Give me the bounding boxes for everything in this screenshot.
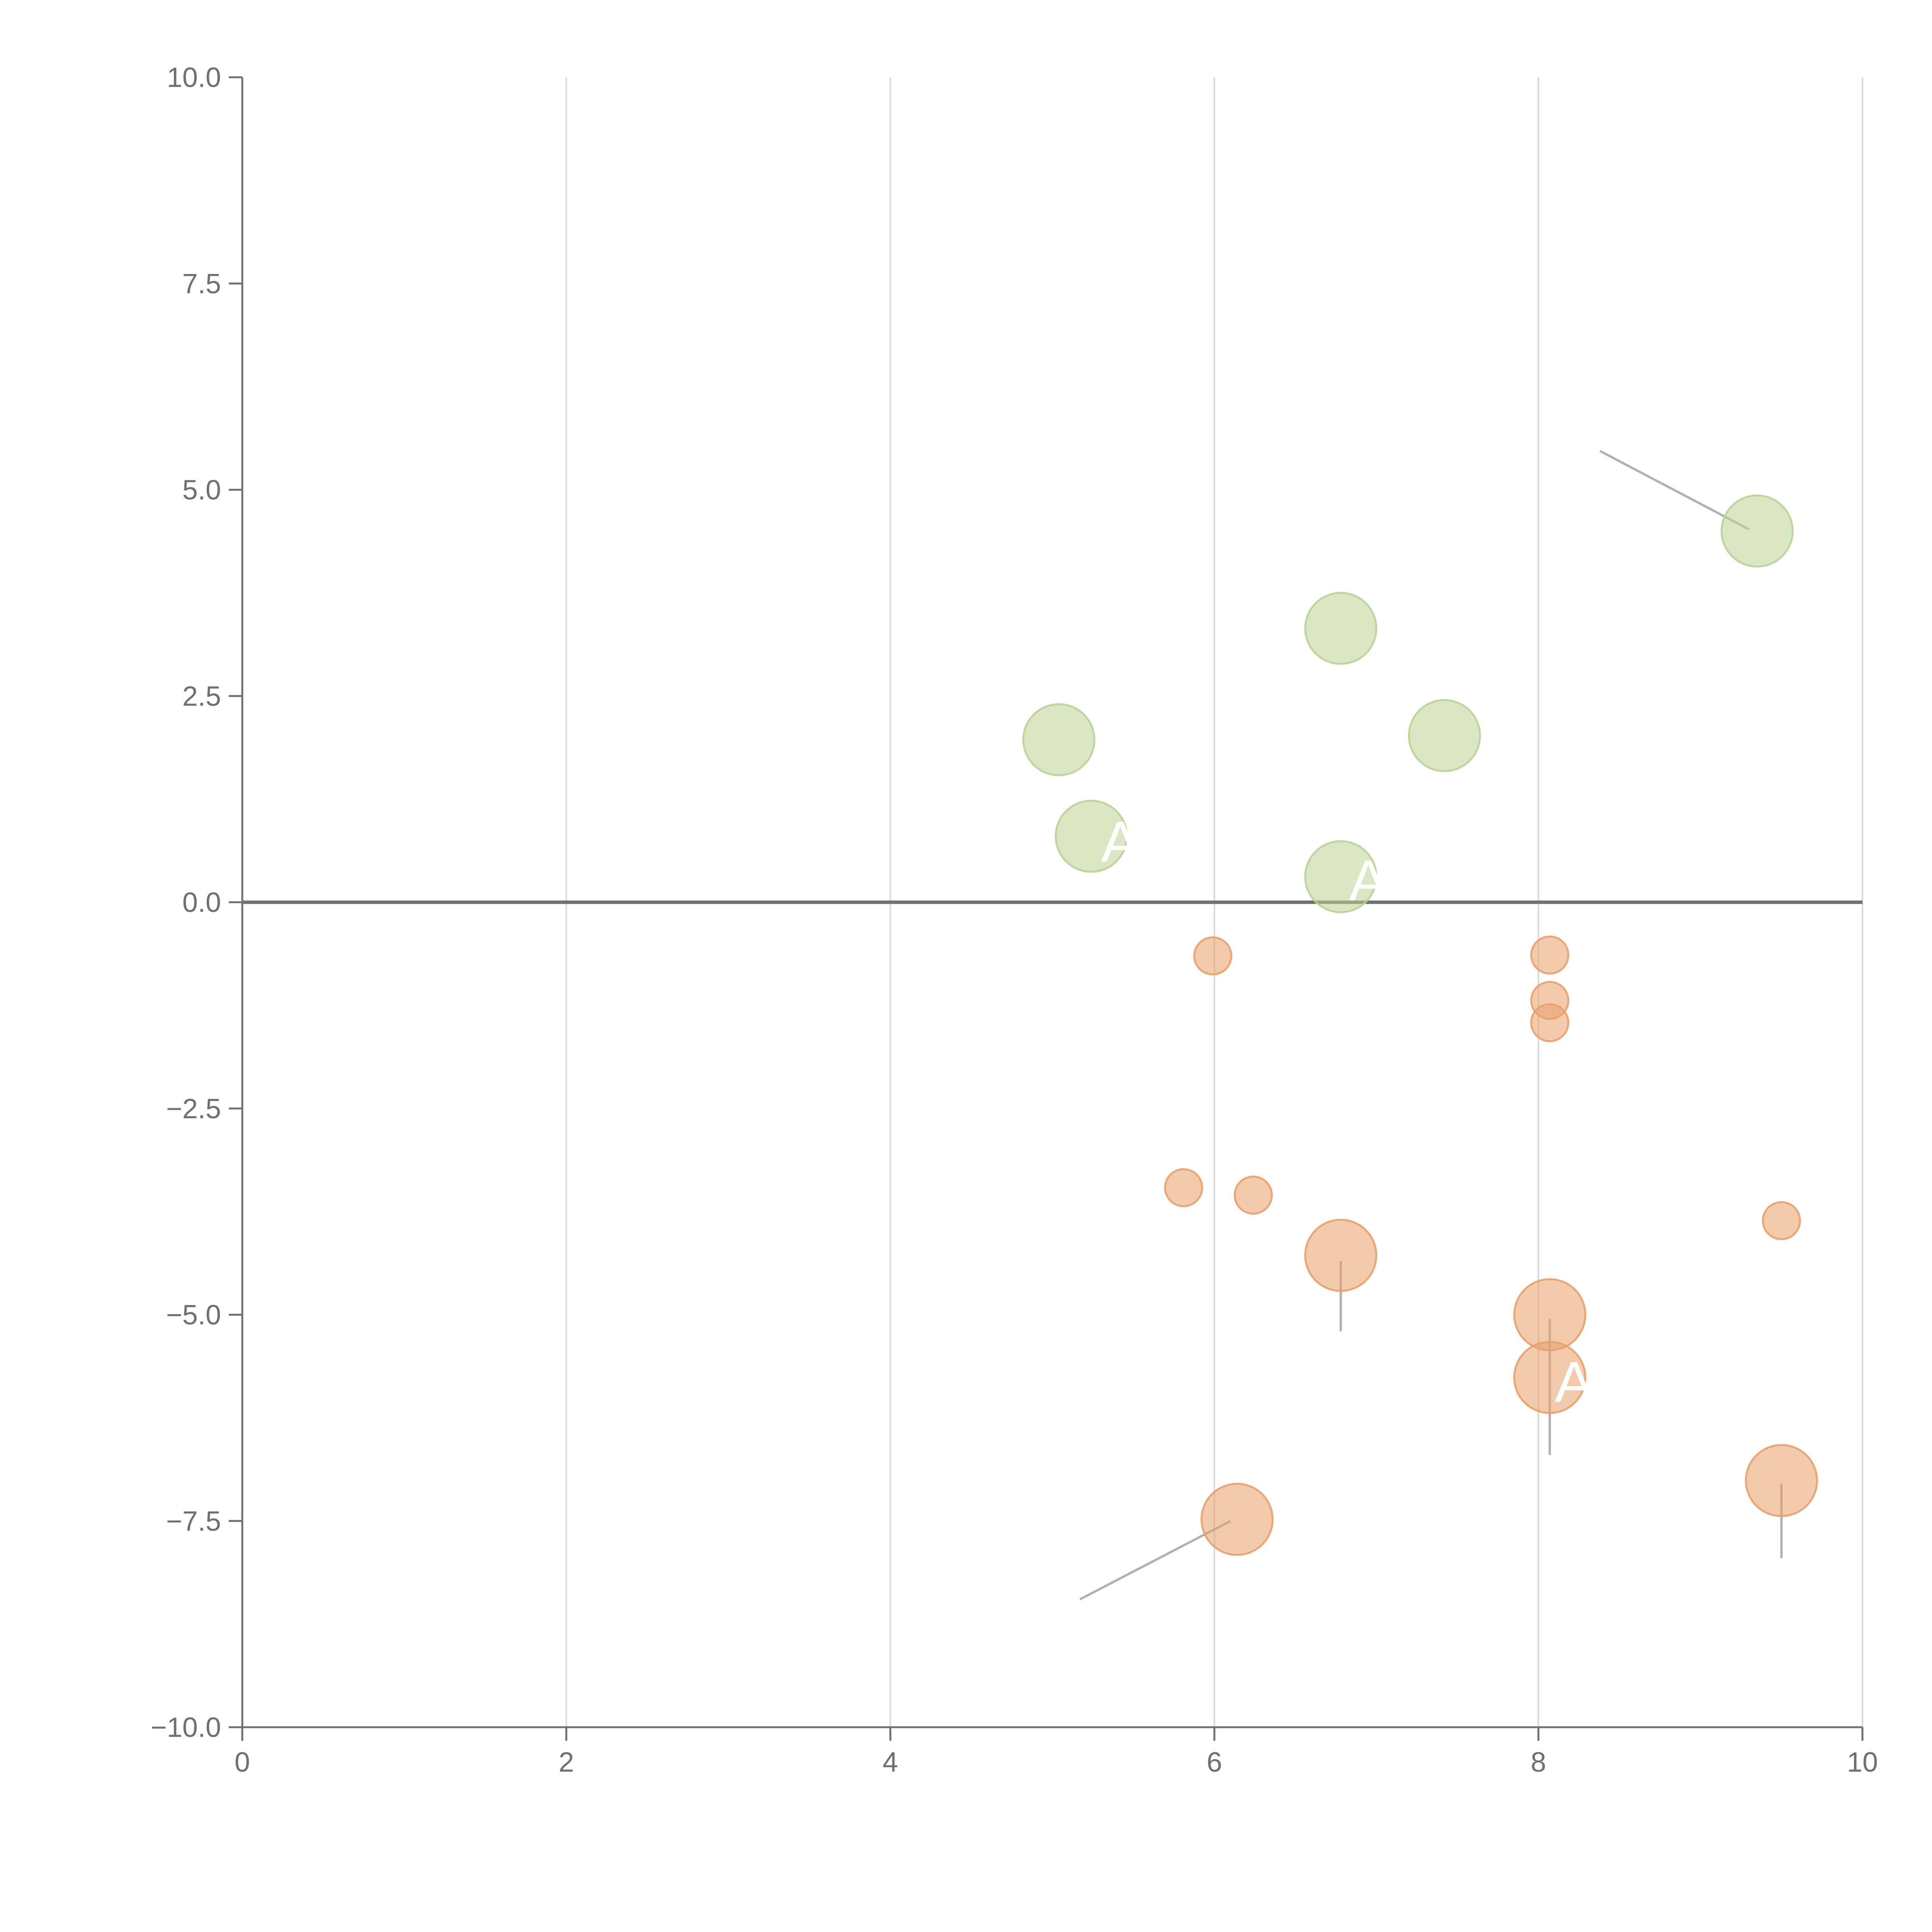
y-tick-label: −5.0 <box>166 1300 221 1331</box>
negative-point <box>1513 1341 1587 1414</box>
point-label: A <box>1554 1349 1593 1414</box>
positive-point <box>1304 592 1378 665</box>
axes: 0 2 4 6 8 10 −10.0 −7.5 −5.0 −2.5 0.0 2.5 5.0 7.5 10.0 <box>151 62 1878 1778</box>
y-tick-label: −2.5 <box>166 1094 221 1124</box>
x-tick-label: 2 <box>559 1747 574 1778</box>
y-tick-label: 5.0 <box>182 475 221 506</box>
negative-point <box>1304 1219 1378 1292</box>
data-points <box>1022 494 1818 1556</box>
point-label: A <box>1349 848 1388 913</box>
positive-point <box>1022 703 1095 776</box>
positive-point <box>1304 840 1378 913</box>
y-tick-label: −10.0 <box>151 1712 221 1743</box>
positive-point <box>1054 799 1128 873</box>
positive-point <box>1408 699 1481 772</box>
point-label: A <box>1101 809 1139 874</box>
negative-point <box>1745 1444 1818 1517</box>
y-tick-label: 2.5 <box>182 681 221 712</box>
negative-point <box>1201 1483 1274 1556</box>
negative-point <box>1530 935 1570 975</box>
x-tick-label: 4 <box>883 1747 898 1778</box>
x-tick-label: 6 <box>1207 1747 1222 1778</box>
negative-point <box>1164 1168 1203 1208</box>
negative-point <box>1193 936 1233 976</box>
positive-point <box>1720 494 1794 568</box>
negative-point <box>1762 1201 1801 1240</box>
y-tick-label: 10.0 <box>167 62 221 93</box>
y-tick-label: −7.5 <box>166 1506 221 1537</box>
point-labels: A A A <box>1101 809 1593 1414</box>
negative-point <box>1530 1003 1570 1043</box>
leader-lines <box>1079 450 1783 1600</box>
x-tick-label: 8 <box>1531 1747 1546 1778</box>
x-tick-label: 10 <box>1847 1747 1878 1778</box>
x-tick-label: 0 <box>235 1747 250 1778</box>
negative-point <box>1513 1278 1587 1351</box>
y-tick-label: 7.5 <box>182 269 221 299</box>
y-tick-label: 0.0 <box>182 887 221 918</box>
negative-point <box>1233 1175 1273 1215</box>
